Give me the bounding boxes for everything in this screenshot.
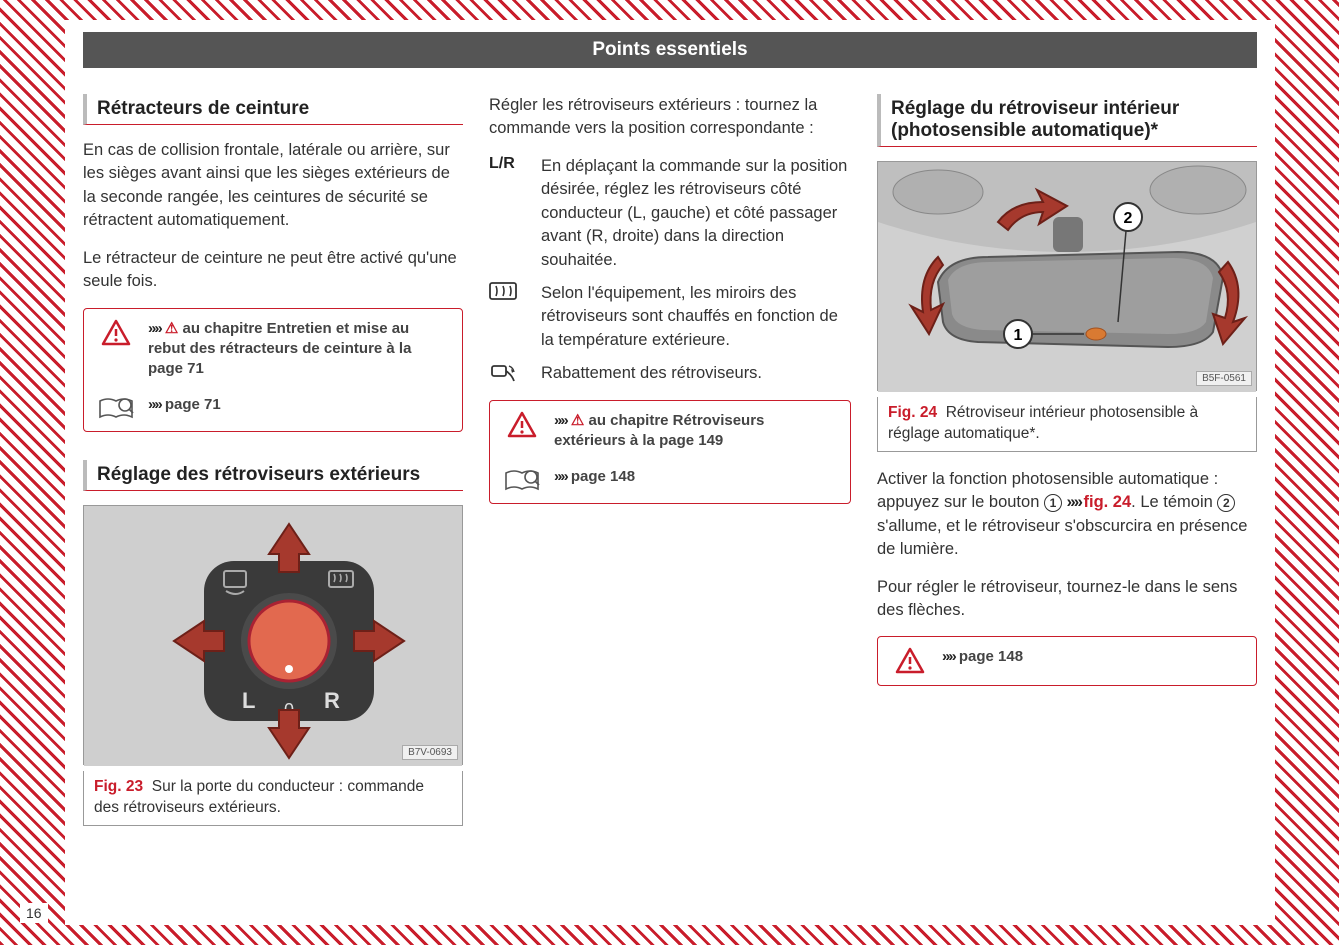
reference-text: »» page 148 — [942, 647, 1023, 667]
callout-ref-1: 1 — [1044, 494, 1062, 512]
definition-text: En déplaçant la commande sur la position… — [541, 155, 851, 272]
reference-text: »» ⚠ au chapitre Entretien et mise au re… — [148, 319, 448, 380]
definition-key: L/R — [489, 155, 529, 272]
warning-icon — [504, 411, 540, 439]
mirror-control-illustration: L 0 R — [84, 506, 462, 766]
warning-glyph: ⚠ — [571, 412, 589, 429]
banner-title: Points essentiels — [592, 39, 747, 60]
callout-ref-2: 2 — [1217, 494, 1235, 512]
definition-row: Selon l'équipement, les miroirs des rétr… — [489, 282, 851, 352]
reference-text: »» page 148 — [554, 467, 635, 487]
figure-23: L 0 R B7V-0693 — [83, 505, 463, 765]
figure-id: B5F-0561 — [1196, 371, 1252, 386]
reference-box: »» ⚠ au chapitre Entretien et mise au re… — [83, 308, 463, 433]
warning-icon — [98, 319, 134, 347]
svg-text:L: L — [242, 688, 255, 713]
reference-row: »» ⚠ au chapitre Rétroviseurs extérieurs… — [490, 401, 850, 458]
paragraph: Activer la fonction photosensible automa… — [877, 468, 1257, 562]
reference-row: »» page 148 — [878, 637, 1256, 681]
paragraph: Régler les rétroviseurs extérieurs : tou… — [489, 94, 851, 141]
column-1: Rétracteurs de ceinture En cas de collis… — [83, 94, 463, 842]
columns: Rétracteurs de ceinture En cas de collis… — [83, 94, 1257, 842]
definition-row: Rabattement des rétroviseurs. — [489, 362, 851, 385]
figure-caption: Fig. 24 Rétroviseur intérieur photosensi… — [877, 397, 1257, 452]
definition-text: Selon l'équipement, les miroirs des rétr… — [541, 282, 851, 352]
section-heading: Rétracteurs de ceinture — [83, 94, 463, 125]
paragraph: En cas de collision frontale, latérale o… — [83, 139, 463, 233]
book-icon — [504, 467, 540, 493]
reference-box: »» ⚠ au chapitre Rétroviseurs extérieurs… — [489, 400, 851, 505]
interior-mirror-illustration: 1 2 — [878, 162, 1256, 392]
reference-text: »» page 71 — [148, 395, 221, 415]
svg-text:2: 2 — [1124, 210, 1133, 227]
definition-list: L/R En déplaçant la commande sur la posi… — [489, 155, 851, 386]
chevron-icon: »» — [148, 320, 161, 337]
warning-glyph: ⚠ — [165, 320, 183, 337]
chevron-icon: »» — [554, 412, 567, 429]
figure-ref: fig. 24 — [1083, 493, 1131, 511]
reference-row: »» ⚠ au chapitre Entretien et mise au re… — [84, 309, 462, 386]
figure-caption: Fig. 23 Sur la porte du conducteur : com… — [83, 771, 463, 826]
warning-icon — [892, 647, 928, 675]
reference-text: »» ⚠ au chapitre Rétroviseurs extérieurs… — [554, 411, 836, 452]
definition-row: L/R En déplaçant la commande sur la posi… — [489, 155, 851, 272]
column-3: Réglage du rétroviseur intérieur (photos… — [877, 94, 1257, 842]
column-2: Régler les rétroviseurs extérieurs : tou… — [489, 94, 851, 842]
book-icon — [98, 395, 134, 421]
reference-row: »» page 71 — [84, 385, 462, 427]
section-banner: Points essentiels — [83, 32, 1257, 68]
section-heading: Réglage du rétroviseur intérieur (photos… — [877, 94, 1257, 147]
paragraph: Le rétracteur de ceinture ne peut être a… — [83, 247, 463, 294]
figure-24: 1 2 B5F-0561 — [877, 161, 1257, 391]
heat-icon — [489, 282, 529, 352]
reference-row: »» page 148 — [490, 457, 850, 499]
fold-icon — [489, 362, 529, 385]
svg-text:R: R — [324, 688, 340, 713]
reference-box: »» page 148 — [877, 636, 1257, 686]
chevron-icon: »» — [554, 468, 567, 485]
svg-text:1: 1 — [1014, 327, 1023, 344]
page-number: 16 — [20, 903, 48, 923]
figure-id: B7V-0693 — [402, 745, 458, 760]
page: Points essentiels Rétracteurs de ceintur… — [65, 20, 1275, 925]
section-heading: Réglage des rétroviseurs extérieurs — [83, 460, 463, 491]
chevron-icon: »» — [1067, 493, 1084, 511]
chevron-icon: »» — [148, 396, 161, 413]
paragraph: Pour régler le rétroviseur, tournez-le d… — [877, 576, 1257, 623]
chevron-icon: »» — [942, 648, 955, 665]
definition-text: Rabattement des rétroviseurs. — [541, 362, 762, 385]
